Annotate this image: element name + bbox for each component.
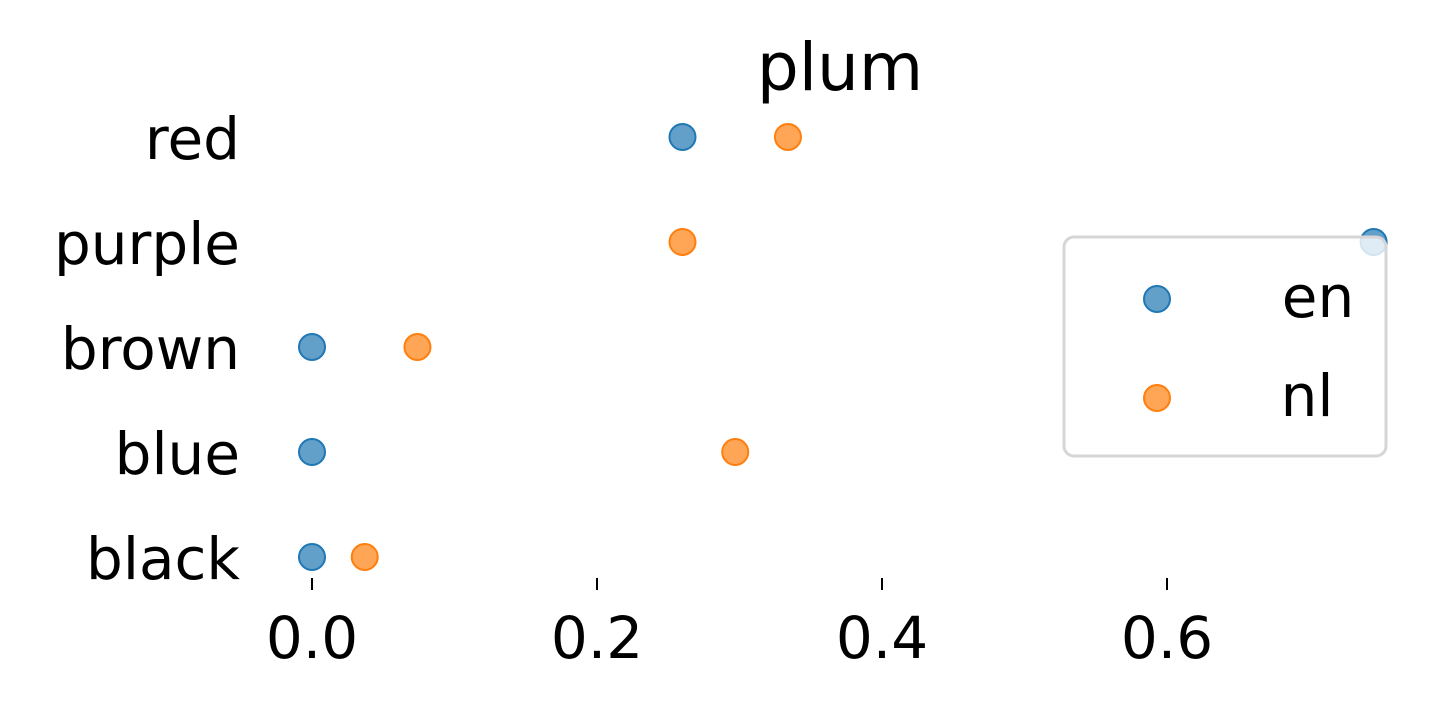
- point-nl-red: [773, 123, 802, 151]
- legend-label-en: en: [1282, 263, 1354, 331]
- y-axis: red purple brown blue black: [54, 105, 240, 593]
- x-axis: 0.0 0.2 0.4 0.6: [266, 578, 1213, 672]
- x-tick-label: 0.6: [1121, 604, 1213, 672]
- y-tick-label-black: black: [86, 525, 240, 593]
- point-en-black: [298, 543, 326, 571]
- data-points: [298, 123, 1388, 571]
- point-en-brown: [298, 333, 326, 361]
- point-nl-black: [350, 543, 379, 571]
- y-tick-label-blue: blue: [115, 420, 240, 488]
- legend: en nl: [1062, 235, 1388, 458]
- x-tick-label: 0.2: [551, 604, 643, 672]
- y-tick-label-brown: brown: [61, 315, 240, 383]
- x-tick-label: 0.4: [836, 604, 928, 672]
- point-en-blue: [298, 438, 326, 466]
- point-nl-brown: [403, 333, 432, 361]
- y-tick-label-purple: purple: [54, 210, 240, 278]
- point-en-red: [668, 123, 697, 151]
- point-nl-blue: [721, 438, 750, 466]
- legend-marker-nl: [1143, 384, 1171, 412]
- x-tick-label: 0.0: [266, 604, 358, 672]
- chart-title: plum: [757, 29, 923, 106]
- point-nl-purple: [668, 228, 697, 256]
- legend-label-nl: nl: [1281, 362, 1334, 430]
- legend-marker-en: [1143, 285, 1171, 313]
- y-tick-label-red: red: [145, 105, 240, 173]
